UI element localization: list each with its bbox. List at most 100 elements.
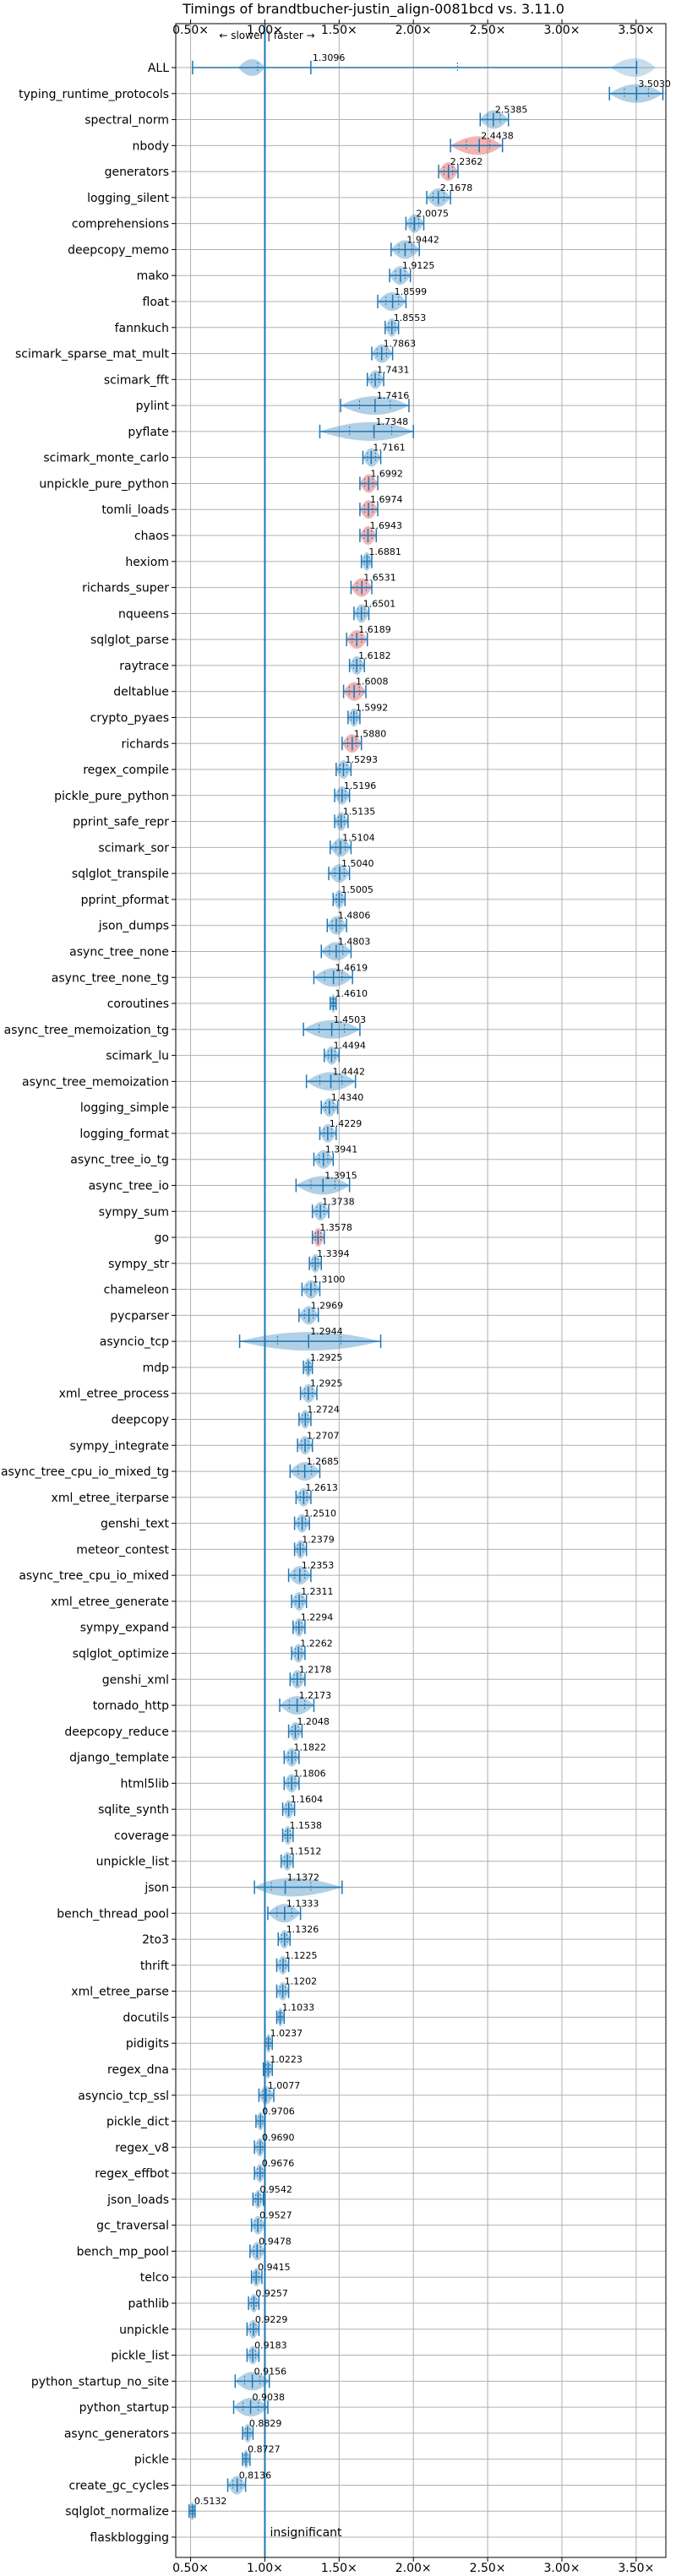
value-label: 1.7161 — [373, 443, 406, 454]
x-tick-label-bottom: 0.50× — [172, 2562, 209, 2575]
value-label: 1.2353 — [302, 1560, 335, 1571]
value-label: 1.9442 — [406, 234, 439, 245]
value-label: 1.4229 — [330, 1118, 363, 1129]
value-label: 2.1678 — [440, 182, 473, 193]
value-label: 0.8829 — [249, 2418, 282, 2429]
value-label: 2.5385 — [495, 105, 528, 116]
x-tick-label-bottom: 2.00× — [395, 2562, 432, 2575]
category-label: unpickle_pure_python — [39, 477, 169, 491]
value-label: 1.1822 — [293, 1742, 326, 1753]
category-label: python_startup — [79, 2401, 169, 2415]
value-label: 1.2178 — [299, 1664, 332, 1675]
x-tick-label-top: 3.50× — [618, 24, 654, 37]
category-label: tomli_loads — [101, 503, 169, 517]
value-label: 1.7348 — [376, 416, 409, 427]
value-label: 1.1604 — [291, 1794, 324, 1805]
x-tick-label-bottom: 2.50× — [470, 2562, 506, 2575]
value-label: 1.3096 — [313, 52, 346, 63]
category-label: coroutines — [107, 997, 169, 1011]
value-label: 1.6501 — [363, 598, 396, 609]
value-label: 1.1333 — [286, 1898, 319, 1909]
category-label: sqlite_synth — [98, 1803, 169, 1817]
category-label: gc_traversal — [96, 2220, 169, 2233]
value-label: 1.4442 — [333, 1066, 366, 1077]
value-label: 0.8727 — [248, 2444, 281, 2455]
category-label: regex_effbot — [95, 2167, 169, 2181]
x-tick-label-bottom: 3.50× — [618, 2562, 654, 2575]
category-label: regex_v8 — [115, 2141, 169, 2155]
value-label: 1.1225 — [285, 1950, 318, 1961]
value-label: 1.5992 — [356, 702, 389, 713]
value-label: 1.4503 — [334, 1014, 367, 1025]
value-label: 1.5135 — [343, 807, 376, 818]
value-label: 1.2048 — [297, 1716, 330, 1727]
marks-layer — [188, 24, 664, 2557]
category-label: chaos — [134, 530, 169, 543]
category-label: regex_compile — [83, 764, 169, 777]
value-label: 1.2379 — [302, 1534, 335, 1545]
category-label: deepcopy_memo — [68, 243, 169, 257]
category-label: asyncio_tcp — [100, 1335, 169, 1349]
x-tick-label-bottom: 1.50× — [321, 2562, 357, 2575]
category-label: chameleon — [104, 1284, 169, 1297]
value-label: 0.9156 — [254, 2366, 287, 2377]
grid-layer — [172, 19, 666, 2562]
value-label: 1.2510 — [304, 1508, 337, 1519]
category-label: unpickle_list — [96, 1856, 170, 1869]
value-label: 1.2173 — [299, 1690, 332, 1701]
x-tick-label-bottom: 1.00× — [247, 2562, 283, 2575]
category-label: scimark_sparse_mat_mult — [15, 348, 169, 361]
category-label: pathlib — [128, 2297, 170, 2311]
category-label: pickle_list — [111, 2350, 169, 2363]
category-label: scimark_fft — [104, 373, 170, 387]
value-label: 1.1538 — [289, 1820, 322, 1831]
category-label: pickle_pure_python — [54, 790, 169, 803]
value-label: 0.9257 — [255, 2288, 288, 2299]
category-label: sqlglot_normalize — [65, 2505, 169, 2519]
category-label: pprint_pformat — [81, 894, 170, 907]
value-label: 0.5132 — [194, 2496, 227, 2507]
category-label: mako — [137, 269, 169, 283]
value-label: 0.9038 — [253, 2392, 286, 2403]
category-label: pyflate — [128, 426, 169, 439]
category-label: json — [144, 1882, 169, 1895]
category-label: async_tree_io_tg — [70, 1154, 169, 1167]
value-label: 0.9706 — [262, 2106, 295, 2117]
value-label: 1.3100 — [313, 1274, 346, 1285]
category-label: 2to3 — [142, 1933, 169, 1947]
value-label: 1.5196 — [344, 780, 377, 791]
value-label: 1.0237 — [270, 2028, 303, 2039]
category-label: coverage — [114, 1829, 169, 1843]
category-label: nqueens — [118, 607, 169, 621]
value-label: 0.9690 — [262, 2132, 295, 2143]
category-label: xml_etree_process — [59, 1388, 169, 1401]
value-label: 1.4494 — [333, 1041, 366, 1052]
value-label: 1.4610 — [335, 988, 368, 999]
value-label: 1.0077 — [268, 2080, 301, 2091]
value-label: 1.6189 — [358, 624, 391, 635]
category-label: logging_silent — [87, 192, 169, 205]
value-label: 2.4438 — [481, 130, 514, 141]
value-label: 1.2944 — [310, 1326, 343, 1337]
value-label: 1.1202 — [285, 1976, 318, 1987]
value-label: 1.1806 — [293, 1768, 326, 1779]
category-label: raytrace — [119, 660, 169, 673]
category-label: scimark_monte_carlo — [43, 452, 169, 465]
direction-hint: ← slower | faster → — [219, 30, 314, 41]
category-label: meteor_contest — [76, 1543, 169, 1557]
value-label: 1.2294 — [301, 1612, 334, 1623]
value-label: 1.3738 — [322, 1196, 355, 1207]
x-tick-label-top: 1.50× — [321, 24, 357, 37]
category-label: sympy_integrate — [69, 1439, 169, 1453]
category-label: json_dumps — [98, 920, 169, 933]
category-label: xml_etree_parse — [71, 1986, 169, 1999]
labels-layer: 0.50× 0.50× 1.00× 1.00× 1.50× 1.50× 2.00× 2.00×… — [1, 24, 671, 2575]
value-label: 0.8136 — [239, 2470, 272, 2481]
value-label: 0.9415 — [258, 2262, 291, 2273]
value-label: 1.3941 — [325, 1144, 358, 1155]
category-label: async_tree_memoization_tg — [4, 1024, 169, 1037]
value-label: 1.2262 — [300, 1639, 333, 1649]
value-label: 1.2613 — [305, 1482, 338, 1493]
category-label: asyncio_tcp_ssl — [78, 2090, 169, 2103]
category-label: comprehensions — [72, 218, 169, 231]
